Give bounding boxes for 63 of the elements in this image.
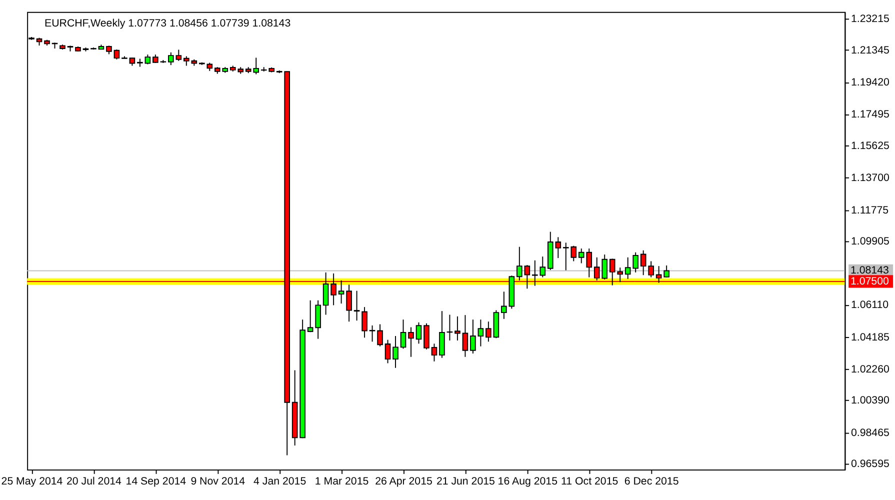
candlestick (478, 319, 484, 347)
candlestick (439, 310, 445, 358)
candlestick (384, 339, 391, 364)
x-tick-label: 25 May 2014 (1, 476, 63, 488)
candlestick (144, 54, 151, 65)
ref-line-label: 1.08143 (850, 264, 889, 277)
candlestick (632, 252, 638, 273)
x-tick-label: 20 Jul 2014 (66, 476, 122, 488)
candlestick (137, 58, 143, 68)
y-tick-label: 1.02260 (850, 363, 890, 376)
y-tick-label: 1.19420 (850, 76, 890, 89)
candlestick (400, 319, 406, 350)
candlestick (486, 321, 492, 342)
candlestick (446, 314, 453, 341)
y-tick-label: 1.00390 (850, 394, 890, 407)
y-tick-label: 1.13700 (850, 172, 890, 184)
y-tick-label: 1.04185 (850, 331, 890, 344)
candlestick (416, 322, 422, 344)
candlestick (624, 256, 631, 280)
candlestick (377, 324, 383, 347)
candlestick (369, 324, 376, 342)
candlestick (114, 49, 120, 60)
x-tick-label: 21 Jun 2015 (436, 476, 496, 488)
text: EURCHF,Weekly 1.07773 1.08456 1.07739 1.08143 (44, 17, 291, 30)
y-tick-label: 0.98465 (850, 426, 890, 439)
candlestick (640, 250, 646, 276)
candlestick (424, 322, 430, 350)
y-tick-label: 1.09905 (850, 236, 890, 248)
ref-line-label: 1.07500 (850, 275, 889, 288)
candlestick (338, 280, 344, 304)
x-tick-label: 11 Oct 2015 (561, 476, 618, 488)
x-tick-label: 26 Apr 2015 (375, 476, 432, 488)
y-tick-label: 1.15625 (850, 140, 890, 152)
candlestick (392, 335, 398, 368)
candlestick (176, 49, 182, 62)
candlestick (307, 300, 314, 333)
y-tick-label: 1.23215 (850, 13, 890, 26)
candlestick (408, 326, 414, 358)
x-tick-label: 9 Nov 2014 (190, 476, 246, 488)
candlestick (462, 314, 468, 358)
y-tick-label: 1.17495 (850, 108, 890, 121)
candlestick (354, 290, 360, 322)
y-tick-label: 1.21345 (850, 44, 890, 56)
x-tick-label: 1 Mar 2015 (314, 476, 369, 488)
candlestick (315, 300, 321, 340)
candlestick (648, 260, 654, 278)
x-tick-label: 6 Dec 2015 (624, 476, 679, 488)
candlestick (470, 319, 476, 354)
candlestick (346, 284, 352, 322)
candlestick (454, 316, 460, 341)
candlestick (516, 246, 522, 281)
candlestick (168, 52, 174, 66)
x-tick-label: 14 Sep 2014 (126, 476, 186, 488)
y-tick-label: 1.11775 (850, 204, 889, 216)
candlestick (664, 264, 670, 278)
y-tick-label: 1.06110 (850, 299, 889, 312)
candlestick (431, 343, 438, 362)
x-tick-label: 4 Jan 2015 (254, 476, 306, 488)
candlestick (322, 272, 329, 316)
x-tick-label: 16 Aug 2015 (498, 476, 558, 488)
candlestick (362, 306, 368, 338)
y-tick-label: 0.96595 (850, 458, 890, 470)
candlestick (501, 291, 507, 320)
